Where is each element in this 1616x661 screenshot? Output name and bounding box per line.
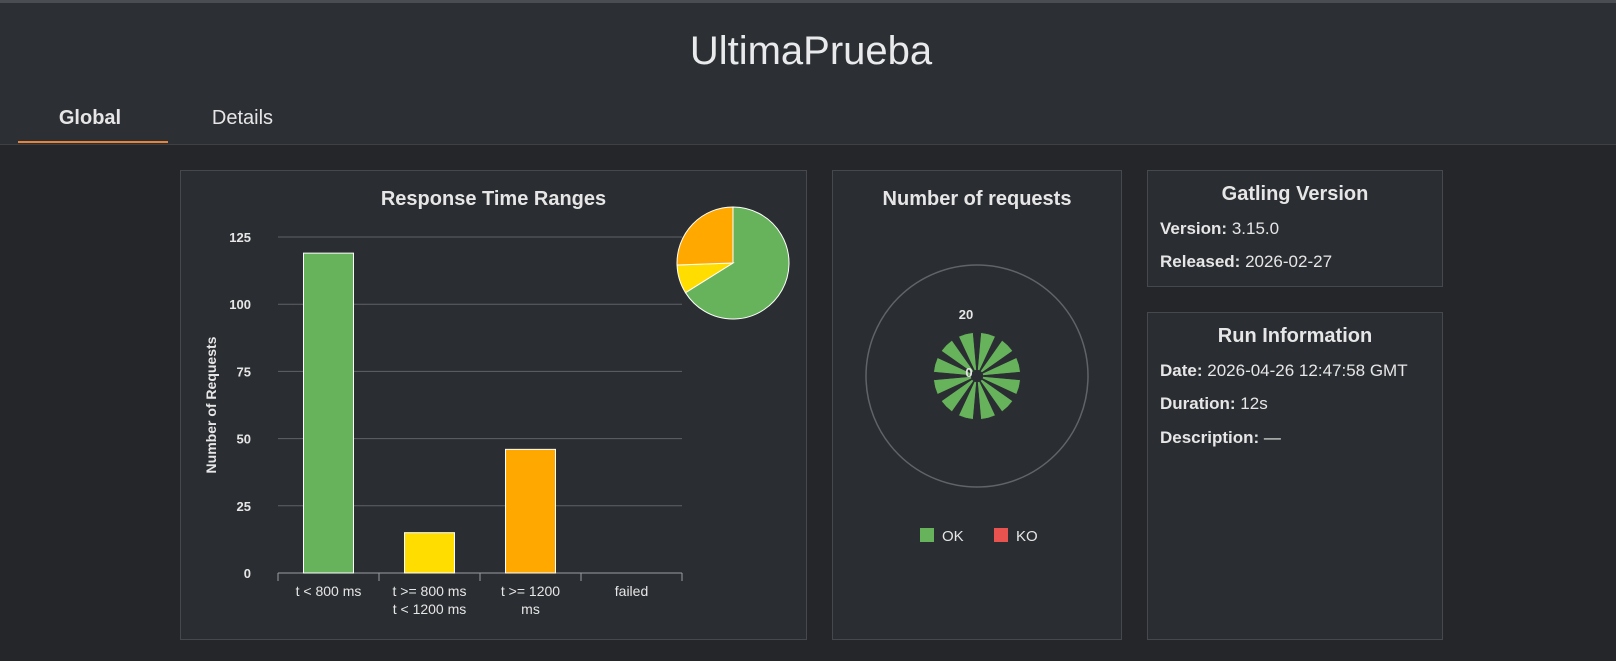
legend-swatch-ko [994,528,1008,542]
x-tick-label-2-1: ms [521,601,540,617]
window-top-border [0,0,1616,3]
bar-2 [505,448,556,574]
date-key: Date: [1160,361,1203,380]
ok-segment-2 [982,357,1021,376]
y-tick-label-2: 50 [237,432,251,447]
active-tab-indicator [18,141,168,143]
pie-slice-0 [684,206,790,320]
bar-0 [303,252,354,574]
description-row: Description: — [1160,428,1281,448]
x-tick-label-1-0: t >= 800 ms [393,583,467,599]
requests-panel: Number of requests 20 0 OK KO [832,170,1122,640]
radial-tick-label-0: 0 [965,365,972,380]
requests-chart: 20 0 OK KO [865,264,1089,545]
y-tick-label-5: 125 [229,230,251,245]
response-time-chart: 0 25 50 75 100 125 Number of Requests t < 800 m… [203,206,790,617]
page-title: UltimaPrueba [689,29,933,73]
response-time-title: Response Time Ranges [380,188,607,210]
x-tick-label-2-0: t >= 1200 [501,583,560,599]
x-tick-label-3-0: failed [615,583,648,599]
ok-segment-0 [977,332,996,371]
date-value: 2026-04-26 12:47:58 GMT [1207,361,1408,380]
ok-segment-9 [933,357,972,376]
run-information-panel: Run Information Date: 2026-04-26 12:47:5… [1147,312,1443,640]
bar-1 [404,532,455,574]
ok-segment-4 [980,379,1013,412]
duration-key: Duration: [1160,394,1236,413]
y-tick-label-4: 100 [229,297,251,312]
ok-segment-3 [982,376,1021,395]
run-information-title: Run Information [1217,325,1373,347]
released-row: Released: 2026-02-27 [1160,252,1332,272]
y-tick-label-1: 25 [237,499,251,514]
x-tick-label-0-0: t < 800 ms [296,583,362,599]
ok-segment-7 [941,379,974,412]
gatling-version-title: Gatling Version [1221,183,1369,205]
radial-tick-label-1: 20 [959,307,973,322]
ok-segment-1 [980,340,1013,373]
requests-title: Number of requests [882,188,1072,210]
y-axis-title: Number of Requests [203,336,219,473]
legend-label-ko: KO [1016,528,1038,545]
ok-segment-5 [977,381,996,420]
description-value: — [1263,428,1281,447]
tab-global[interactable]: Global [58,107,122,129]
y-tick-label-3: 75 [237,364,251,379]
ok-segment-6 [958,381,977,420]
x-tick-label-1-1: t < 1200 ms [393,601,467,617]
outer-ring [865,264,1089,488]
report-header: UltimaPrueba [0,3,1616,145]
pie-slice-2 [676,206,734,266]
released-key: Released: [1160,252,1241,271]
ok-segment-11 [958,332,977,371]
duration-value: 12s [1240,394,1268,413]
legend-swatch-ok [920,528,934,542]
gatling-version-panel: Gatling Version Version: 3.15.0 Released… [1147,170,1443,287]
tab-details[interactable]: Details [211,107,274,129]
ok-segment-8 [933,376,972,395]
y-tick-label-0: 0 [244,566,251,581]
released-value: 2026-02-27 [1245,252,1333,271]
version-value: 3.15.0 [1231,219,1280,238]
header-divider [0,144,1616,145]
response-time-panel: Response Time Ranges 0 25 50 75 100 125 Number… [180,170,807,640]
date-row: Date: 2026-04-26 12:47:58 GMT [1160,361,1408,381]
legend-label-ok: OK [942,528,964,545]
ok-segment-10 [941,340,974,373]
version-row: Version: 3.15.0 [1160,219,1279,239]
description-key: Description: [1160,428,1260,447]
duration-row: Duration: 12s [1160,394,1268,414]
version-key: Version: [1160,219,1228,238]
